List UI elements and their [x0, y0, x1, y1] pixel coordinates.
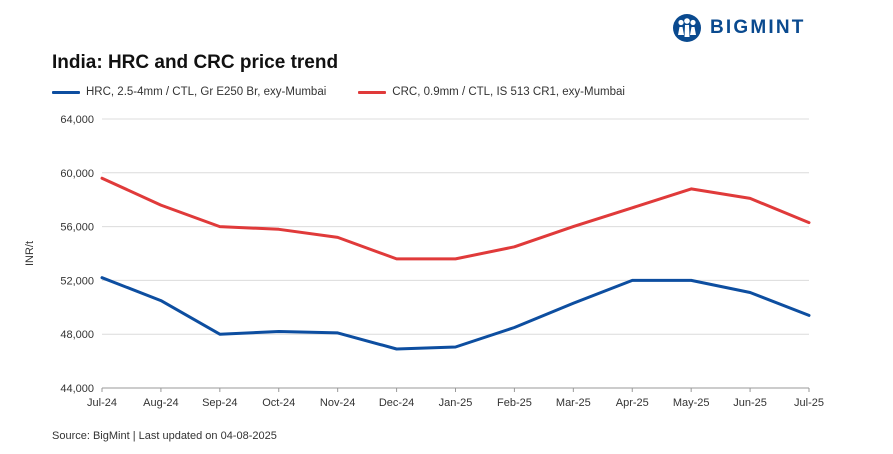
x-tick-label: May-25 [673, 397, 710, 409]
legend-item-crc: CRC, 0.9mm / CTL, IS 513 CR1, exy-Mumbai [358, 86, 625, 98]
bigmint-logo: BIGMINT [672, 13, 806, 43]
x-tick-label: Aug-24 [143, 397, 178, 409]
series-line-crc [100, 176, 811, 261]
x-tick-label: Sep-24 [202, 397, 237, 409]
y-tick-label: 48,000 [60, 329, 94, 341]
series-line-hrc [100, 276, 811, 351]
legend-label-hrc: HRC, 2.5-4mm / CTL, Gr E250 Br, exy-Mumb… [86, 86, 327, 98]
x-tick-label: Mar-25 [556, 397, 591, 409]
brand-name: BIGMINT [710, 17, 806, 38]
x-tick-label: Jul-25 [794, 397, 824, 409]
chart-legend: HRC, 2.5-4mm / CTL, Gr E250 Br, exy-Mumb… [52, 86, 657, 98]
y-tick-label: 64,000 [60, 114, 94, 126]
chart-title: India: HRC and CRC price trend [52, 52, 339, 73]
y-tick-label: 52,000 [60, 275, 94, 287]
x-tick-label: Jun-25 [733, 397, 767, 409]
x-tick-label: Apr-25 [616, 397, 649, 409]
x-tick-label: Dec-24 [379, 397, 414, 409]
y-tick-label: 60,000 [60, 168, 94, 180]
y-tick-label: 56,000 [60, 222, 94, 234]
bigmint-people-icon [673, 14, 701, 42]
x-tick-label: Nov-24 [320, 397, 355, 409]
legend-item-hrc: HRC, 2.5-4mm / CTL, Gr E250 Br, exy-Mumb… [52, 86, 326, 98]
legend-swatch-hrc [52, 90, 80, 94]
x-tick-label: Oct-24 [262, 397, 295, 409]
legend-label-crc: CRC, 0.9mm / CTL, IS 513 CR1, exy-Mumbai [392, 86, 625, 98]
y-tick-label: 44,000 [60, 383, 94, 395]
source-note: Source: BigMint | Last updated on 04-08-… [52, 430, 277, 442]
legend-swatch-crc [358, 90, 387, 94]
x-tick-label: Jul-24 [87, 397, 117, 409]
x-tick-label: Jan-25 [439, 397, 473, 409]
x-tick-label: Feb-25 [497, 397, 532, 409]
y-axis-label: INR/t [24, 241, 36, 266]
